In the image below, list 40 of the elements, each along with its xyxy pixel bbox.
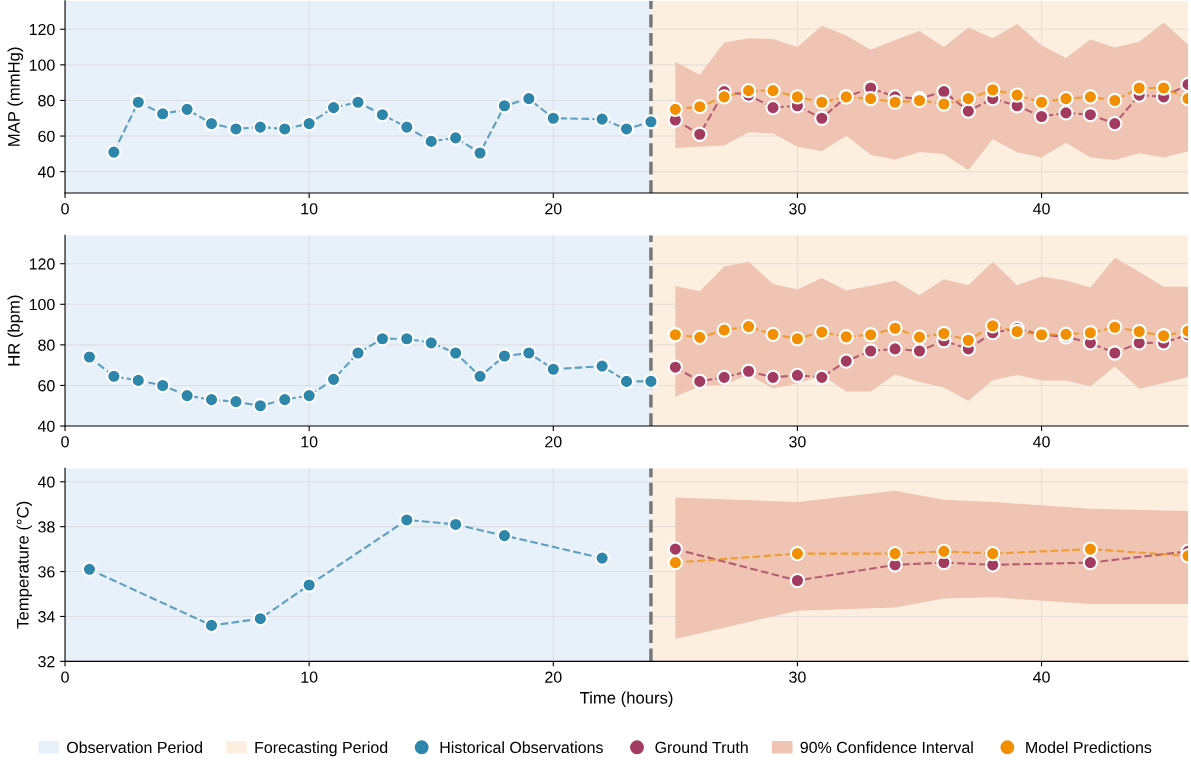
x-tick-label: 10 [301,203,318,215]
y-axis-title: Temperature (°C) [16,501,32,629]
x-tick-label: 0 [61,203,69,215]
x-tick-label: 30 [789,203,806,215]
x-tick-label: 10 [301,671,318,683]
y-tick-label: 120 [29,23,55,36]
x-tick-label: 0 [61,436,69,448]
x-tick-label: 20 [545,436,562,448]
x-tick-label: 20 [545,203,562,215]
y-tick-label: 80 [38,95,55,107]
legend-label: Observation Period [67,741,202,754]
x-tick-label: 40 [1033,203,1050,215]
y-axis-title: MAP (mmHg) [7,47,24,146]
y-tick-label: 32 [38,655,55,668]
y-tick-label: 40 [37,420,55,432]
y-tick-label: 34 [38,611,55,623]
text: 90% Confidence Interval [800,741,973,754]
y-tick-label: 40 [37,476,55,488]
legend-label: Forecasting Period [255,741,388,757]
y-axis-title: HR (bpm) [7,295,24,366]
y-tick-label: 120 [29,258,55,270]
x-tick-label: 40 [1033,671,1050,683]
legend-label: Historical Observations [440,741,603,754]
y-tick-label: 100 [29,59,55,71]
x-tick-label: 30 [789,436,806,448]
legend-label: Model Predictions [1026,741,1152,754]
x-axis-title: Time (hours) [579,691,673,708]
x-tick-label: 10 [301,436,318,448]
x-tick-label: 30 [789,671,806,683]
legend-label: Ground Truth [655,741,748,754]
y-tick-label: 36 [38,566,55,578]
y-tick-label: 60 [38,130,55,142]
y-tick-label: 60 [38,380,55,392]
x-tick-label: 40 [1033,436,1050,448]
y-tick-label: 40 [37,166,55,178]
x-tick-label: 0 [61,671,69,683]
x-tick-label: 20 [545,671,562,683]
y-tick-label: 80 [38,339,55,351]
y-tick-label: 100 [29,298,55,311]
y-tick-label: 38 [38,521,55,533]
